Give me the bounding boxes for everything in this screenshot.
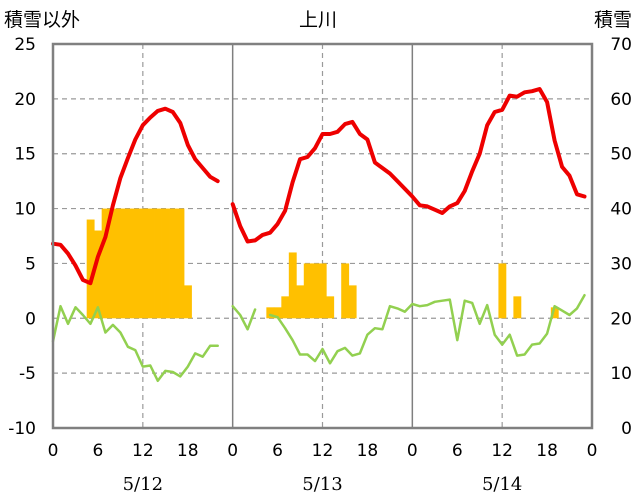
y-tick-left: 0 [25, 309, 36, 329]
y-axis-right-ticks: 70 60 50 40 30 20 10 0 [610, 35, 632, 439]
snow-bar [154, 208, 162, 319]
red-line [230, 87, 587, 244]
x-tick: 0 [407, 441, 418, 461]
y-tick-right: 70 [610, 35, 632, 55]
y-axis-left-ticks: 25 20 15 10 5 0 -5 -10 [8, 35, 36, 439]
x-tick: 18 [536, 441, 558, 461]
y-tick-right: 0 [621, 419, 632, 439]
y-tick-right: 60 [610, 90, 632, 110]
x-tick: 6 [272, 441, 283, 461]
snow-bar [266, 307, 275, 319]
date-label: 5/12 [123, 474, 163, 495]
snow-bar [86, 219, 95, 319]
snow-bar [101, 208, 110, 319]
green-line [51, 304, 219, 383]
x-tick: 18 [177, 441, 199, 461]
x-tick: 6 [452, 441, 463, 461]
snow-bar [281, 296, 290, 319]
snow-bar [303, 263, 312, 319]
snow-bar [146, 208, 155, 319]
snow-bar [273, 307, 282, 319]
x-tick: 0 [587, 441, 598, 461]
x-axis-ticks: 0 6 12 18 0 6 12 18 0 6 12 18 0 [48, 441, 598, 461]
snow-bar [131, 208, 140, 319]
snow-bar [169, 208, 177, 319]
snow-bar [109, 208, 118, 319]
snow-bar [318, 263, 327, 319]
x-tick: 0 [48, 441, 59, 461]
snow-bar [348, 285, 357, 319]
chart-title: 上川 [299, 9, 337, 31]
snow-bars [86, 208, 559, 319]
y-tick-right: 40 [610, 200, 632, 220]
y-tick-left: 10 [14, 200, 36, 220]
x-tick: 12 [312, 441, 334, 461]
y-tick-left: 20 [14, 90, 36, 110]
snow-bar [296, 285, 305, 319]
green-line [231, 304, 257, 331]
red-line [51, 106, 220, 286]
snow-bar [176, 208, 185, 319]
y-tick-left: 5 [25, 254, 36, 274]
y-tick-left: 15 [14, 145, 36, 165]
snow-bar [498, 263, 507, 319]
green-line [268, 293, 586, 365]
snow-bar [550, 307, 559, 319]
y-tick-right: 20 [610, 309, 632, 329]
y-tick-left: -10 [8, 419, 36, 439]
snow-bar [124, 208, 133, 319]
snow-bar [341, 263, 350, 319]
y-tick-right: 30 [610, 254, 632, 274]
snow-bar [326, 296, 335, 319]
date-label: 5/14 [482, 474, 522, 495]
x-tick: 6 [93, 441, 104, 461]
y-axis-right-label: 積雪 [594, 9, 632, 31]
y-tick-left: -5 [19, 364, 36, 384]
plot-border [51, 42, 594, 430]
x-tick: 18 [357, 441, 379, 461]
x-tick: 12 [132, 441, 154, 461]
x-tick: 12 [491, 441, 513, 461]
y-tick-right: 10 [610, 364, 632, 384]
y-axis-left-label: 積雪以外 [4, 9, 80, 31]
snow-bar [161, 208, 170, 319]
snow-bar [94, 230, 103, 319]
snow-bar [311, 263, 320, 319]
snow-bar [116, 208, 125, 319]
plot-frame [51, 42, 594, 430]
x-tick: 0 [227, 441, 238, 461]
y-tick-right: 50 [610, 145, 632, 165]
series-lines [51, 87, 587, 383]
date-labels: 5/12 5/13 5/14 [123, 474, 523, 495]
snow-bar [288, 252, 297, 319]
snow-bar [184, 285, 192, 319]
date-label: 5/13 [302, 474, 342, 495]
snow-bar [139, 208, 147, 319]
y-tick-left: 25 [14, 35, 36, 55]
snow-bar [513, 296, 522, 319]
